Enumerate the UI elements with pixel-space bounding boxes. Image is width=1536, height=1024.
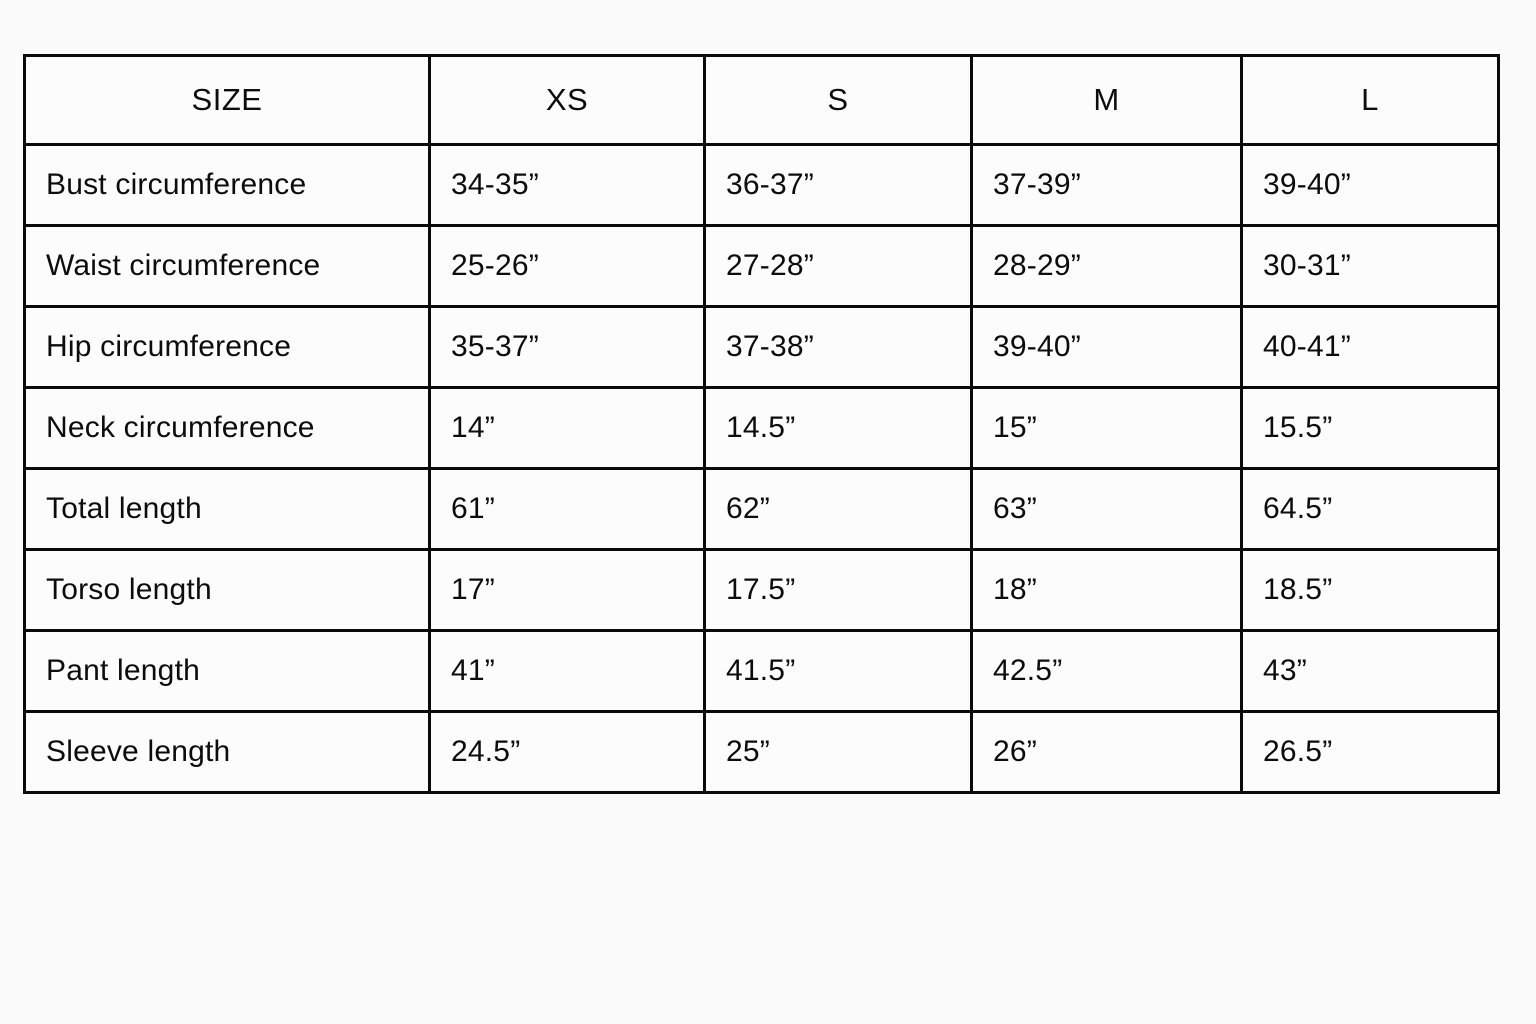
cell-l: 15.5” bbox=[1240, 386, 1500, 470]
row-label: Neck circumference bbox=[23, 386, 431, 470]
cell-l: 26.5” bbox=[1240, 710, 1500, 794]
cell-s: 25” bbox=[703, 710, 973, 794]
size-chart-table: SIZE XS S M L Bust circumference 34-35” … bbox=[23, 54, 1500, 794]
table-row-torso-length: Torso length 17” 17.5” 18” 18.5” bbox=[23, 548, 1500, 632]
cell-xs: 25-26” bbox=[428, 224, 706, 308]
cell-m: 63” bbox=[970, 467, 1243, 551]
row-label: Total length bbox=[23, 467, 431, 551]
cell-s: 37-38” bbox=[703, 305, 973, 389]
cell-xs: 17” bbox=[428, 548, 706, 632]
cell-xs: 24.5” bbox=[428, 710, 706, 794]
header-s: S bbox=[703, 54, 973, 146]
row-label: Hip circumference bbox=[23, 305, 431, 389]
cell-s: 17.5” bbox=[703, 548, 973, 632]
cell-m: 39-40” bbox=[970, 305, 1243, 389]
header-size: SIZE bbox=[23, 54, 431, 146]
table-row-bust: Bust circumference 34-35” 36-37” 37-39” … bbox=[23, 143, 1500, 227]
cell-m: 42.5” bbox=[970, 629, 1243, 713]
cell-m: 26” bbox=[970, 710, 1243, 794]
cell-s: 41.5” bbox=[703, 629, 973, 713]
cell-s: 62” bbox=[703, 467, 973, 551]
cell-l: 43” bbox=[1240, 629, 1500, 713]
header-row: SIZE XS S M L bbox=[23, 54, 1500, 146]
cell-l: 40-41” bbox=[1240, 305, 1500, 389]
table-row-hip: Hip circumference 35-37” 37-38” 39-40” 4… bbox=[23, 305, 1500, 389]
header-xs: XS bbox=[428, 54, 706, 146]
cell-s: 36-37” bbox=[703, 143, 973, 227]
row-label: Bust circumference bbox=[23, 143, 431, 227]
table-row-sleeve-length: Sleeve length 24.5” 25” 26” 26.5” bbox=[23, 710, 1500, 794]
table-row-waist: Waist circumference 25-26” 27-28” 28-29”… bbox=[23, 224, 1500, 308]
cell-l: 39-40” bbox=[1240, 143, 1500, 227]
row-label: Pant length bbox=[23, 629, 431, 713]
row-label: Waist circumference bbox=[23, 224, 431, 308]
cell-xs: 35-37” bbox=[428, 305, 706, 389]
cell-l: 30-31” bbox=[1240, 224, 1500, 308]
table-row-pant-length: Pant length 41” 41.5” 42.5” 43” bbox=[23, 629, 1500, 713]
cell-s: 27-28” bbox=[703, 224, 973, 308]
cell-xs: 34-35” bbox=[428, 143, 706, 227]
cell-m: 28-29” bbox=[970, 224, 1243, 308]
header-l: L bbox=[1240, 54, 1500, 146]
cell-l: 18.5” bbox=[1240, 548, 1500, 632]
row-label: Torso length bbox=[23, 548, 431, 632]
cell-s: 14.5” bbox=[703, 386, 973, 470]
cell-xs: 41” bbox=[428, 629, 706, 713]
cell-m: 37-39” bbox=[970, 143, 1243, 227]
header-m: M bbox=[970, 54, 1243, 146]
row-label: Sleeve length bbox=[23, 710, 431, 794]
cell-xs: 61” bbox=[428, 467, 706, 551]
cell-xs: 14” bbox=[428, 386, 706, 470]
cell-m: 15” bbox=[970, 386, 1243, 470]
table-row-neck: Neck circumference 14” 14.5” 15” 15.5” bbox=[23, 386, 1500, 470]
cell-l: 64.5” bbox=[1240, 467, 1500, 551]
table-row-total-length: Total length 61” 62” 63” 64.5” bbox=[23, 467, 1500, 551]
cell-m: 18” bbox=[970, 548, 1243, 632]
